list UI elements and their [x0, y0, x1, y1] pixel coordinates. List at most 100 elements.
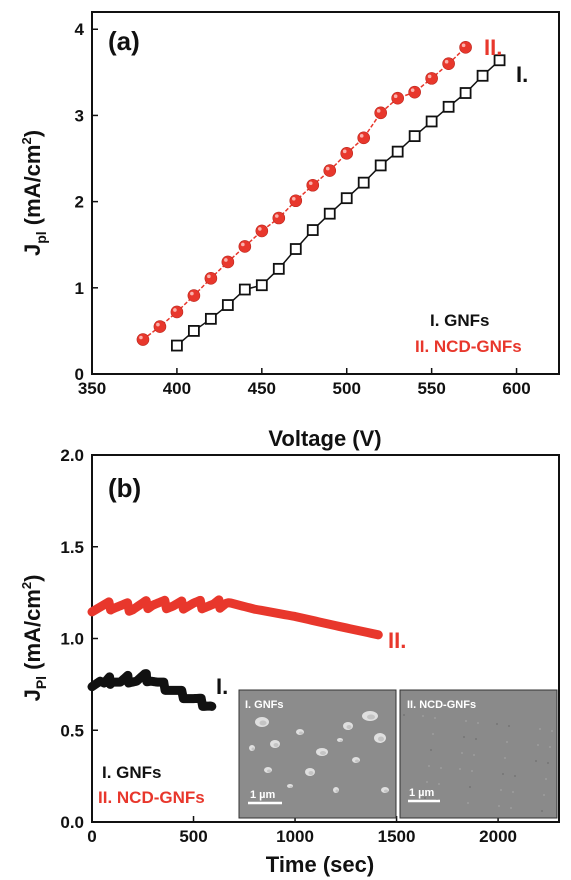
- chart-a-point-highlight: [427, 74, 432, 79]
- chart-a-point-highlight: [461, 43, 466, 48]
- chart-b-ytick-label: 0.5: [60, 721, 84, 740]
- chart-b: 0 500 1000 1500 2000 0.0 0.5 1.0 1.5 2.0 (b) II. …: [19, 446, 560, 877]
- sem-grain: [543, 794, 545, 796]
- chart-a-point-I: [238, 283, 251, 296]
- sem-grain: [434, 717, 436, 719]
- chart-b-ytick-label: 1.5: [60, 538, 84, 557]
- sem-particle-core: [367, 714, 375, 720]
- chart-a-point-II: [340, 147, 354, 160]
- sem-grain: [551, 730, 553, 732]
- chart-a-point-highlight: [444, 59, 449, 64]
- chart-a-point-highlight: [393, 94, 398, 98]
- sem-grain: [432, 733, 434, 735]
- chart-a-point-highlight: [241, 242, 245, 247]
- chart-a-xtick-label: 400: [163, 379, 191, 398]
- chart-a-point-highlight: [173, 308, 177, 312]
- chart-b-line-II: [87, 595, 383, 640]
- chart-a-point-II: [306, 178, 320, 192]
- chart-a-ytick-label: 1: [75, 279, 84, 298]
- chart-a-xtick-label: 600: [502, 379, 530, 398]
- chart-a-series: [136, 41, 506, 352]
- chart-a-point-II: [374, 106, 387, 120]
- sem-particle-core: [251, 747, 255, 751]
- chart-a-point-II: [459, 41, 472, 54]
- sem-inset-ncd-gnfs: II. NCD-GNFs 1 µm: [399, 689, 558, 819]
- sem-particle-core: [335, 789, 339, 793]
- sem-grain: [422, 715, 424, 717]
- sem-particle-core: [273, 743, 279, 747]
- chart-a-point-II: [170, 305, 184, 319]
- chart-a-point-II: [204, 272, 218, 285]
- chart-a-point-II: [153, 320, 167, 333]
- sem-particle-core: [378, 736, 384, 742]
- chart-a-ytick-label: 3: [75, 106, 84, 125]
- sem-grain: [541, 810, 543, 812]
- chart-a-point-II: [442, 57, 455, 71]
- sem-grain: [508, 725, 510, 727]
- chart-b-xlabel: Time (sec): [266, 852, 374, 877]
- chart-a-xtick-label: 500: [333, 379, 361, 398]
- chart-a-point-highlight: [139, 335, 143, 340]
- sem-grain: [514, 775, 516, 777]
- svg-text:II. NCD-GNFs: II. NCD-GNFs: [407, 699, 476, 711]
- chart-b-series-label-I: I.: [216, 674, 228, 699]
- chart-a-point-I: [391, 145, 404, 158]
- chart-a-point-II: [323, 164, 337, 177]
- sem-grain: [537, 744, 539, 746]
- chart-a-point-I: [204, 312, 217, 325]
- sem-grain: [504, 757, 506, 759]
- sem-inset-gnfs: I. GNFs 1 µm: [238, 689, 397, 819]
- chart-a-point-I: [408, 130, 421, 143]
- chart-a-point-I: [187, 325, 200, 337]
- chart-a-point-I: [374, 159, 387, 172]
- chart-a-point-highlight: [224, 258, 228, 262]
- sem-grain: [463, 736, 465, 738]
- chart-a-point-II: [221, 255, 235, 269]
- sem-grain: [539, 728, 541, 730]
- chart-b-ylabel: JPl (mA/cm2): [19, 575, 49, 702]
- chart-a-xlabel: Voltage (V): [268, 426, 381, 451]
- chart-b-xtick-label: 1500: [378, 827, 416, 846]
- sem-grain: [498, 805, 500, 807]
- sem-grain: [500, 789, 502, 791]
- chart-a-xtick-label: 450: [248, 379, 276, 398]
- svg-text:1 µm: 1 µm: [409, 787, 435, 799]
- chart-a: 350 400 450 500 550 600 0 1 2 3 4 (a) I. II. I. GN…: [19, 11, 560, 451]
- chart-b-xtick-label: 1000: [276, 827, 314, 846]
- sem-particle-core: [320, 751, 326, 755]
- chart-a-point-highlight: [308, 181, 313, 186]
- chart-a-point-highlight: [156, 322, 160, 327]
- chart-a-point-I: [340, 192, 353, 205]
- sem-grain: [424, 797, 426, 799]
- sem-grain: [502, 773, 504, 775]
- chart-a-point-highlight: [342, 149, 347, 154]
- chart-a-point-II: [136, 333, 150, 346]
- chart-a-point-highlight: [258, 227, 262, 231]
- sem-grain: [459, 768, 461, 770]
- chart-b-xtick-label: 0: [87, 827, 96, 846]
- sem-grain: [473, 754, 475, 756]
- sem-grain: [426, 781, 428, 783]
- chart-a-point-I: [171, 339, 183, 352]
- sem-grain: [535, 760, 537, 762]
- chart-a-point-I: [289, 243, 302, 255]
- sem-grain: [428, 765, 430, 767]
- chart-a-point-II: [391, 91, 404, 105]
- chart-a-frame: [91, 11, 560, 375]
- chart-a-point-highlight: [190, 291, 194, 296]
- sem-grain: [510, 807, 512, 809]
- sem-particle-core: [299, 731, 303, 735]
- chart-b-legend-II: II. NCD-GNFs: [98, 788, 205, 807]
- chart-a-legend-II: II. NCD-GNFs: [415, 337, 522, 356]
- chart-a-point-II: [357, 131, 371, 145]
- chart-a-point-I: [425, 115, 438, 128]
- sem-particle-core: [339, 740, 343, 742]
- chart-b-legend-I: I. GNFs: [102, 763, 162, 782]
- chart-a-point-I: [272, 262, 285, 275]
- chart-b-ytick-label: 2.0: [60, 446, 84, 465]
- svg-text:1 µm: 1 µm: [250, 789, 276, 801]
- chart-a-xtick-label: 350: [78, 379, 106, 398]
- sem-grain: [506, 741, 508, 743]
- chart-a-point-I: [323, 207, 336, 220]
- chart-a-ytick-label: 4: [75, 20, 85, 39]
